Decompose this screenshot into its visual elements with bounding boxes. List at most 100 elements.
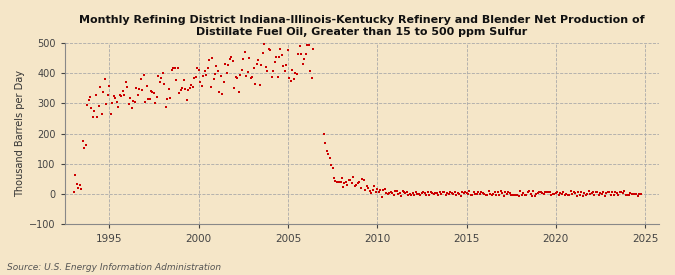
Point <box>498 193 509 198</box>
Point <box>558 190 568 194</box>
Point <box>572 190 583 194</box>
Point <box>257 51 268 55</box>
Point <box>622 192 632 197</box>
Point <box>388 193 399 197</box>
Point <box>408 191 418 195</box>
Point <box>626 192 637 196</box>
Point <box>234 90 244 94</box>
Point <box>338 185 348 189</box>
Point <box>378 188 389 193</box>
Point <box>546 193 557 197</box>
Point <box>256 63 267 67</box>
Point <box>427 191 437 195</box>
Point <box>333 180 344 184</box>
Point <box>244 56 254 60</box>
Point <box>335 180 346 184</box>
Point <box>610 190 621 194</box>
Point <box>423 190 433 194</box>
Point <box>430 191 441 196</box>
Point <box>383 191 394 195</box>
Point <box>269 60 280 64</box>
Point <box>124 102 134 107</box>
Point <box>550 191 561 196</box>
Point <box>263 47 274 51</box>
Point <box>323 152 333 156</box>
Point <box>583 189 594 194</box>
Point <box>277 53 288 57</box>
Point <box>580 193 591 197</box>
Point <box>358 178 369 182</box>
Point <box>235 72 246 77</box>
Point <box>114 92 125 97</box>
Point <box>605 193 616 197</box>
Point <box>163 86 174 91</box>
Point <box>547 192 558 197</box>
Point <box>461 191 472 195</box>
Point <box>287 68 298 72</box>
Point <box>440 193 451 197</box>
Point <box>525 191 536 196</box>
Point <box>556 192 567 196</box>
Point <box>265 48 275 53</box>
Point <box>534 189 545 194</box>
Point <box>582 192 593 196</box>
Point <box>251 62 262 66</box>
Point <box>485 192 495 196</box>
Point <box>229 86 240 90</box>
Point <box>354 180 364 185</box>
Point <box>404 192 415 197</box>
Point <box>565 189 576 194</box>
Point <box>183 88 194 93</box>
Point <box>632 194 643 198</box>
Point <box>585 191 595 196</box>
Point <box>171 78 182 82</box>
Point <box>135 77 146 81</box>
Point <box>117 89 128 94</box>
Point <box>568 189 579 194</box>
Point <box>77 139 88 144</box>
Point <box>488 192 499 197</box>
Point <box>603 190 614 194</box>
Point <box>629 191 640 196</box>
Point <box>80 142 91 147</box>
Point <box>90 93 101 97</box>
Point <box>591 190 601 194</box>
Point <box>296 51 306 56</box>
Point <box>136 88 147 92</box>
Point <box>618 190 628 195</box>
Point <box>320 141 331 145</box>
Point <box>535 190 546 194</box>
Point <box>522 190 533 194</box>
Point <box>330 179 341 183</box>
Point <box>473 189 484 194</box>
Point <box>400 191 411 195</box>
Point <box>225 57 236 62</box>
Point <box>476 189 487 194</box>
Point <box>586 191 597 195</box>
Text: Source: U.S. Energy Information Administration: Source: U.S. Energy Information Administ… <box>7 263 221 272</box>
Point <box>567 192 578 197</box>
Point <box>68 190 79 195</box>
Point <box>409 193 420 197</box>
Point <box>113 105 124 109</box>
Point <box>109 94 119 98</box>
Point <box>357 177 368 181</box>
Point <box>601 191 612 196</box>
Point <box>339 180 350 185</box>
Point <box>482 192 493 197</box>
Point <box>449 189 460 194</box>
Point <box>207 56 217 60</box>
Point <box>452 191 463 196</box>
Point <box>344 178 354 183</box>
Point <box>540 190 551 194</box>
Point <box>562 193 573 197</box>
Point <box>578 191 589 195</box>
Point <box>204 58 215 62</box>
Point <box>83 98 94 102</box>
Point <box>625 191 636 196</box>
Point <box>429 192 439 197</box>
Point <box>457 190 468 194</box>
Point <box>303 43 314 48</box>
Point <box>361 184 372 188</box>
Point <box>635 192 646 197</box>
